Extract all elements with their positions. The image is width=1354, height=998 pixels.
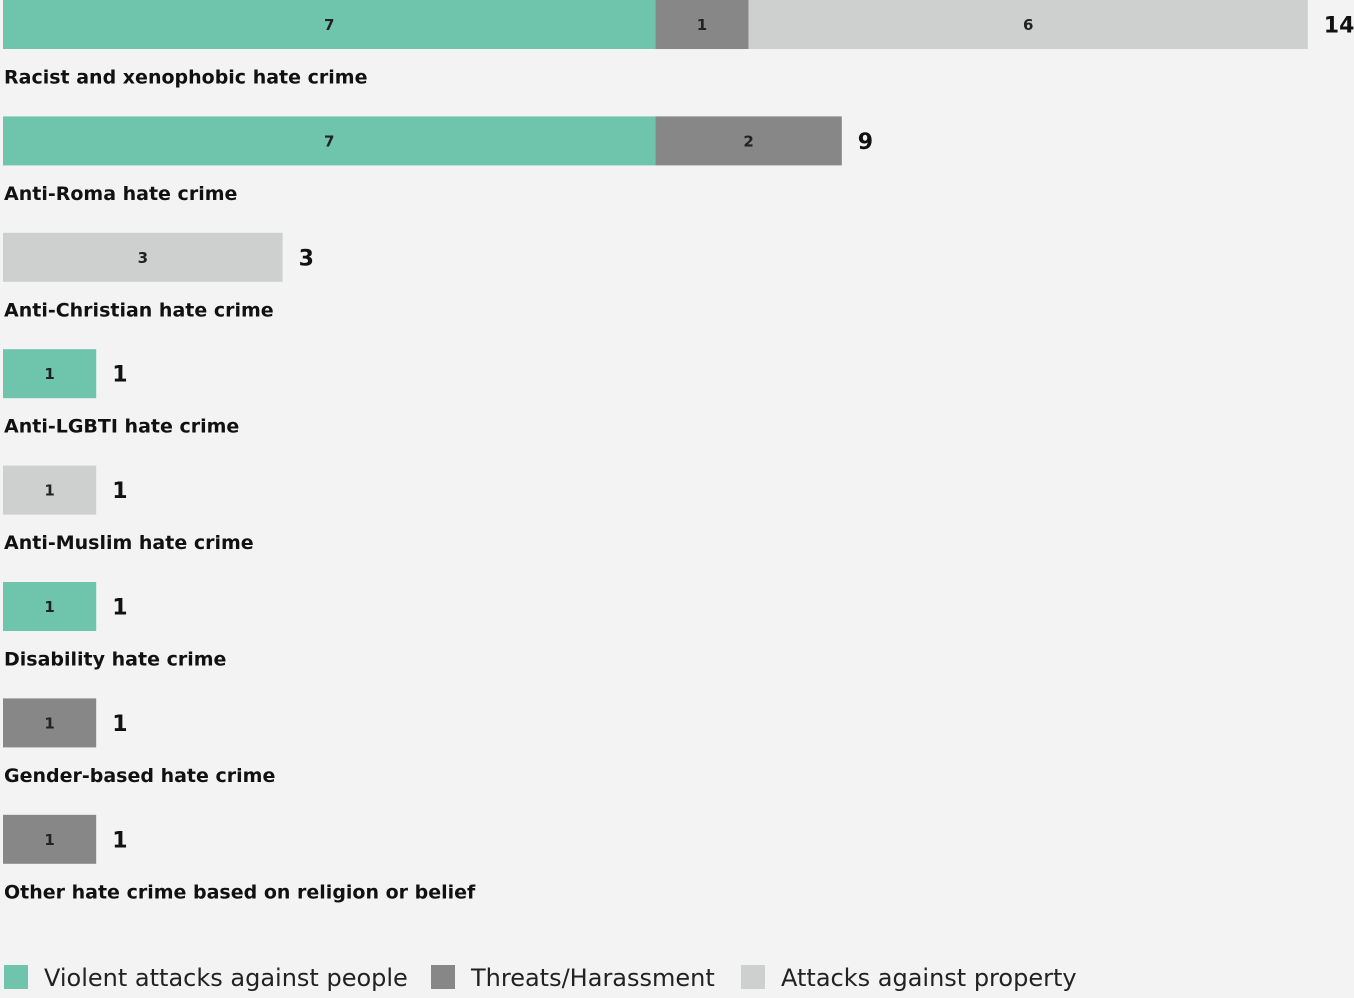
bar-row: 1 1 Gender-based hate crime [3,698,275,787]
bar-segment [655,116,842,166]
bar-total-label: 1 [112,363,127,388]
legend-swatch [431,965,455,989]
bar-segment [3,582,97,631]
bar-total-label: 3 [299,246,314,271]
segment-value-label: 1 [697,16,707,34]
segment-value-label: 1 [44,831,54,849]
segment-value-label: 7 [324,16,334,34]
category-label: Anti-Christian hate crime [4,299,274,321]
bar-row: 7 1 6 14 Racist and xenophobic hate crime [3,0,1354,89]
bar-row: 1 1 Disability hate crime [3,582,226,671]
bar-total-label: 14 [1324,14,1354,39]
bar-row: 1 1 Other hate crime based on religion or … [3,814,476,903]
category-label: Anti-LGBTI hate crime [4,416,239,438]
bar-segment [748,0,1308,49]
bar-segment [655,0,749,49]
bar-total-label: 1 [112,828,127,853]
legend-label: Attacks against property [781,964,1077,992]
segment-value-label: 1 [44,482,54,500]
bar-segment [3,814,97,864]
category-label: Gender-based hate crime [4,765,275,787]
legend: Violent attacks against people Threats/Ha… [4,964,1077,992]
segment-value-label: 1 [44,598,54,616]
legend-item: Violent attacks against people [4,964,408,992]
bar-segment [3,349,97,399]
legend-label: Threats/Harassment [470,964,715,992]
bars-layer: 7 1 6 14 Racist and xenophobic hate crime 7 2 9… [3,0,1354,903]
legend-item: Attacks against property [741,964,1077,992]
bar-segment [3,698,97,748]
category-label: Disability hate crime [4,649,226,671]
bar-total-label: 1 [112,479,127,504]
segment-value-label: 7 [324,132,334,150]
bar-segment [3,465,97,515]
bar-row: 7 2 9 Anti-Roma hate crime [3,116,873,205]
legend-label: Violent attacks against people [44,964,408,992]
category-label: Other hate crime based on religion or be… [4,881,476,903]
bar-row: 1 1 Anti-Muslim hate crime [3,465,254,554]
legend-swatch [4,965,28,989]
bar-total-label: 1 [112,712,127,737]
category-label: Anti-Muslim hate crime [4,532,254,554]
legend-item: Threats/Harassment [431,964,715,992]
bar-total-label: 9 [858,130,873,155]
bar-row: 3 3 Anti-Christian hate crime [3,232,314,321]
bar-row: 1 1 Anti-LGBTI hate crime [3,349,239,438]
bar-segment [3,232,283,282]
segment-value-label: 3 [138,249,148,267]
category-label: Anti-Roma hate crime [4,183,237,205]
category-label: Racist and xenophobic hate crime [4,67,367,89]
segment-value-label: 2 [743,132,753,150]
bar-segment [3,0,656,49]
legend-swatch [741,965,765,989]
bar-total-label: 1 [112,596,127,621]
bar-segment [3,116,656,166]
segment-value-label: 6 [1023,16,1033,34]
segment-value-label: 1 [44,714,54,732]
segment-value-label: 1 [44,365,54,383]
